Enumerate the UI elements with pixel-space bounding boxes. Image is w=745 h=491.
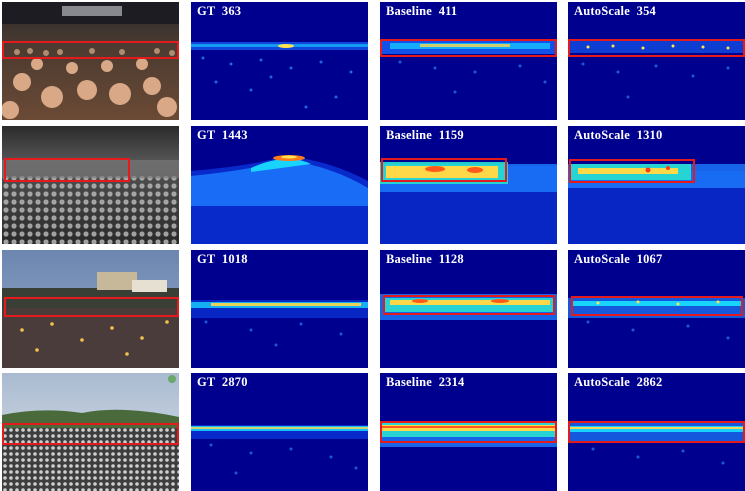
density-map-autoscale-row1: AutoScale 354 xyxy=(568,2,745,120)
density-map-baseline-row3: Baseline 1128 xyxy=(380,250,557,368)
density-map-gt-row1: GT 363 xyxy=(191,2,368,120)
highlight-box xyxy=(2,423,179,445)
gt-count-label: GT 1018 xyxy=(197,252,248,266)
density-map-autoscale-row4: AutoScale 2862 xyxy=(568,373,745,491)
baseline-count-label: Baseline 2314 xyxy=(386,375,465,389)
highlight-box xyxy=(4,158,130,182)
highlight-box xyxy=(568,39,745,57)
density-map-gt-row4: GT 2870 xyxy=(191,373,368,491)
crowd-photo-row4 xyxy=(2,373,179,491)
crowd-photo-row1 xyxy=(2,2,179,120)
density-map-gt-row3: GT 1018 xyxy=(191,250,368,368)
baseline-count-label: Baseline 1128 xyxy=(386,252,464,266)
autoscale-count-label: AutoScale 2862 xyxy=(574,375,663,389)
density-map-baseline-row1: Baseline 411 xyxy=(380,2,557,120)
highlight-box xyxy=(381,158,507,182)
gt-count-label: GT 2870 xyxy=(197,375,248,389)
autoscale-count-label: AutoScale 1310 xyxy=(574,128,663,142)
baseline-count-label: Baseline 1159 xyxy=(386,128,464,142)
highlight-box xyxy=(569,159,695,183)
highlight-box xyxy=(380,39,557,57)
highlight-box xyxy=(2,41,179,59)
highlight-box xyxy=(380,421,557,443)
autoscale-count-label: AutoScale 1067 xyxy=(574,252,663,266)
density-map-baseline-row2: Baseline 1159 xyxy=(380,126,557,244)
crowd-photo-row3 xyxy=(2,250,179,368)
highlight-box xyxy=(4,297,179,317)
gt-count-label: GT 363 xyxy=(197,4,242,18)
autoscale-count-label: AutoScale 354 xyxy=(574,4,656,18)
density-map-autoscale-row3: AutoScale 1067 xyxy=(568,250,745,368)
density-map-gt-row2: GT 1443 xyxy=(191,126,368,244)
highlight-box xyxy=(383,295,555,315)
density-map-autoscale-row2: AutoScale 1310 xyxy=(568,126,745,244)
highlight-box xyxy=(571,296,743,316)
density-map-baseline-row4: Baseline 2314 xyxy=(380,373,557,491)
gt-count-label: GT 1443 xyxy=(197,128,248,142)
baseline-count-label: Baseline 411 xyxy=(386,4,458,18)
crowd-photo-row2 xyxy=(2,126,179,244)
highlight-box xyxy=(568,421,745,443)
